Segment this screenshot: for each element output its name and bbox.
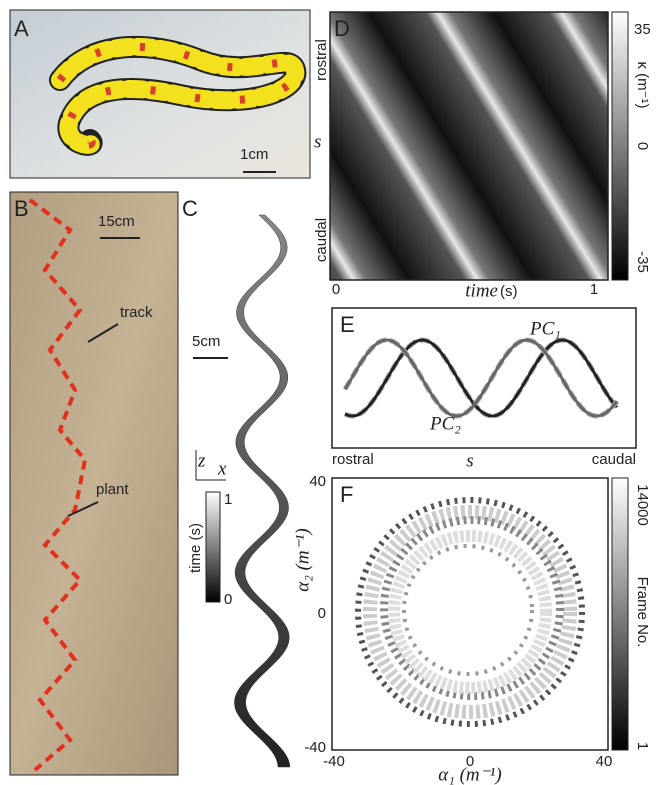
y-label: α₂ (m⁻¹) bbox=[292, 528, 313, 591]
heatmap bbox=[330, 12, 608, 280]
scale-bar-label: 15cm bbox=[98, 213, 135, 230]
scale-bar-label: 5cm bbox=[192, 333, 220, 350]
axis-label: z bbox=[197, 450, 206, 471]
y-label: s bbox=[314, 131, 321, 152]
annotation: plant bbox=[96, 481, 129, 498]
photo bbox=[10, 192, 178, 775]
x-unit: (s) bbox=[500, 283, 518, 300]
x-label: time bbox=[465, 280, 498, 301]
colorbar-tick: 14000 bbox=[634, 484, 651, 526]
panel-a: A 1cm bbox=[10, 10, 310, 178]
x-label: rostral bbox=[332, 451, 374, 468]
x-label: α₁ (m⁻¹) bbox=[438, 764, 501, 785]
y-label: rostral bbox=[313, 39, 330, 81]
x-tick-label: -40 bbox=[323, 753, 345, 770]
x-tick-label: 0 bbox=[332, 281, 340, 298]
panel-label: B bbox=[14, 196, 29, 221]
panel-label: F bbox=[340, 482, 353, 507]
y-tick-label: 40 bbox=[309, 473, 326, 490]
colorbar-tick: 0 bbox=[224, 591, 232, 608]
x-label: caudal bbox=[592, 451, 636, 468]
colorbar-tick: 1 bbox=[634, 742, 651, 750]
y-tick-label: 0 bbox=[318, 605, 326, 622]
panel-label: C bbox=[182, 196, 198, 221]
x-tick-label: 1 bbox=[590, 281, 598, 298]
panel-f: F 40 0 -40 -40 0 40 α₁ (m⁻¹) α₂ (m⁻¹) 14… bbox=[292, 473, 651, 785]
panel-d: D rostral s caudal 0 1 time (s) 35 0 -35… bbox=[313, 12, 651, 301]
colorbar-tick: -35 bbox=[634, 251, 651, 273]
snake-body bbox=[234, 215, 290, 767]
panel-e: E PC₁ PC₂ rostral s caudal bbox=[332, 308, 636, 471]
curve-label: PC₂ bbox=[429, 413, 461, 434]
annotation: track bbox=[120, 304, 153, 321]
panel-label: A bbox=[14, 16, 29, 41]
colorbar-tick: 0 bbox=[634, 142, 651, 150]
y-label: caudal bbox=[313, 218, 330, 262]
colorbar-tick: 1 bbox=[224, 491, 232, 508]
x-label: s bbox=[466, 450, 473, 471]
panel-label: E bbox=[340, 312, 355, 337]
colorbar bbox=[612, 12, 628, 280]
axis-label: x bbox=[217, 458, 227, 479]
colorbar-label: time (s) bbox=[187, 523, 204, 573]
colorbar-tick: 35 bbox=[634, 21, 651, 38]
x-tick-label: 40 bbox=[596, 753, 613, 770]
colorbar-label: κ (m⁻¹) bbox=[634, 61, 651, 108]
panel-c: C 5cm z x 1 0 time (s) bbox=[182, 196, 290, 767]
curve-label: PC₁ bbox=[529, 318, 561, 339]
scale-bar-label: 1cm bbox=[240, 146, 268, 163]
figure: A 1cm B 15cm track plant C 5cm z x 1 0 t… bbox=[0, 0, 661, 785]
colorbar-label: Frame No. bbox=[634, 577, 651, 648]
colorbar bbox=[612, 478, 628, 750]
colorbar bbox=[206, 492, 220, 602]
panel-b: B 15cm track plant bbox=[10, 192, 178, 775]
panel-label: D bbox=[334, 16, 350, 41]
